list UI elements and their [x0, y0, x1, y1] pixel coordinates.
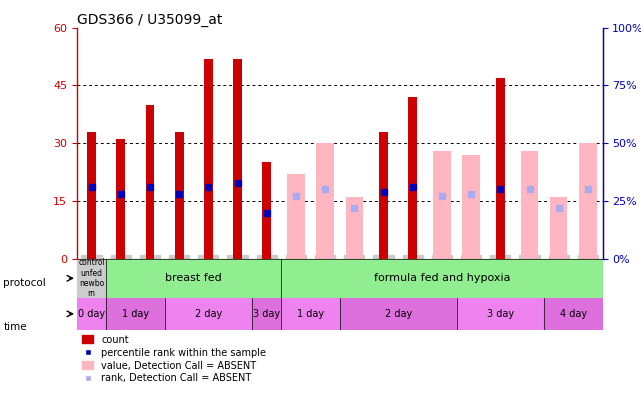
Text: control
unfed
newbo
rn: control unfed newbo rn	[78, 258, 105, 299]
Bar	[550, 197, 567, 259]
Bar	[433, 151, 451, 259]
Bar	[317, 143, 334, 259]
Bar	[146, 105, 154, 259]
Bar	[87, 132, 96, 259]
Text: 3 day: 3 day	[253, 309, 280, 319]
Bar	[252, 298, 281, 330]
Bar	[287, 174, 304, 259]
Bar	[77, 298, 106, 330]
Text: protocol: protocol	[3, 278, 46, 288]
Bar	[579, 143, 597, 259]
Bar	[262, 162, 271, 259]
Bar	[281, 259, 603, 298]
Bar	[456, 298, 544, 330]
Bar	[175, 132, 183, 259]
Text: 2 day: 2 day	[385, 309, 412, 319]
Bar	[379, 132, 388, 259]
Bar	[281, 298, 340, 330]
Text: 3 day: 3 day	[487, 309, 514, 319]
Bar	[106, 259, 281, 298]
Bar	[204, 59, 213, 259]
Text: formula fed and hypoxia: formula fed and hypoxia	[374, 273, 510, 283]
Legend: count, percentile rank within the sample, value, Detection Call = ABSENT, rank, : count, percentile rank within the sample…	[82, 335, 266, 383]
Bar	[408, 97, 417, 259]
Text: GDS366 / U35099_at: GDS366 / U35099_at	[77, 13, 222, 27]
Bar	[233, 59, 242, 259]
Text: breast fed: breast fed	[165, 273, 222, 283]
Bar	[462, 155, 480, 259]
Bar	[544, 298, 603, 330]
Bar	[520, 151, 538, 259]
Text: 1 day: 1 day	[297, 309, 324, 319]
Bar	[165, 298, 252, 330]
Bar	[77, 259, 106, 298]
Bar	[106, 298, 165, 330]
Bar	[496, 78, 504, 259]
Text: 2 day: 2 day	[195, 309, 222, 319]
Bar	[117, 139, 125, 259]
Bar	[340, 298, 456, 330]
Text: time: time	[3, 322, 27, 332]
Text: 0 day: 0 day	[78, 309, 105, 319]
Bar	[345, 197, 363, 259]
Text: 1 day: 1 day	[122, 309, 149, 319]
Text: 4 day: 4 day	[560, 309, 587, 319]
